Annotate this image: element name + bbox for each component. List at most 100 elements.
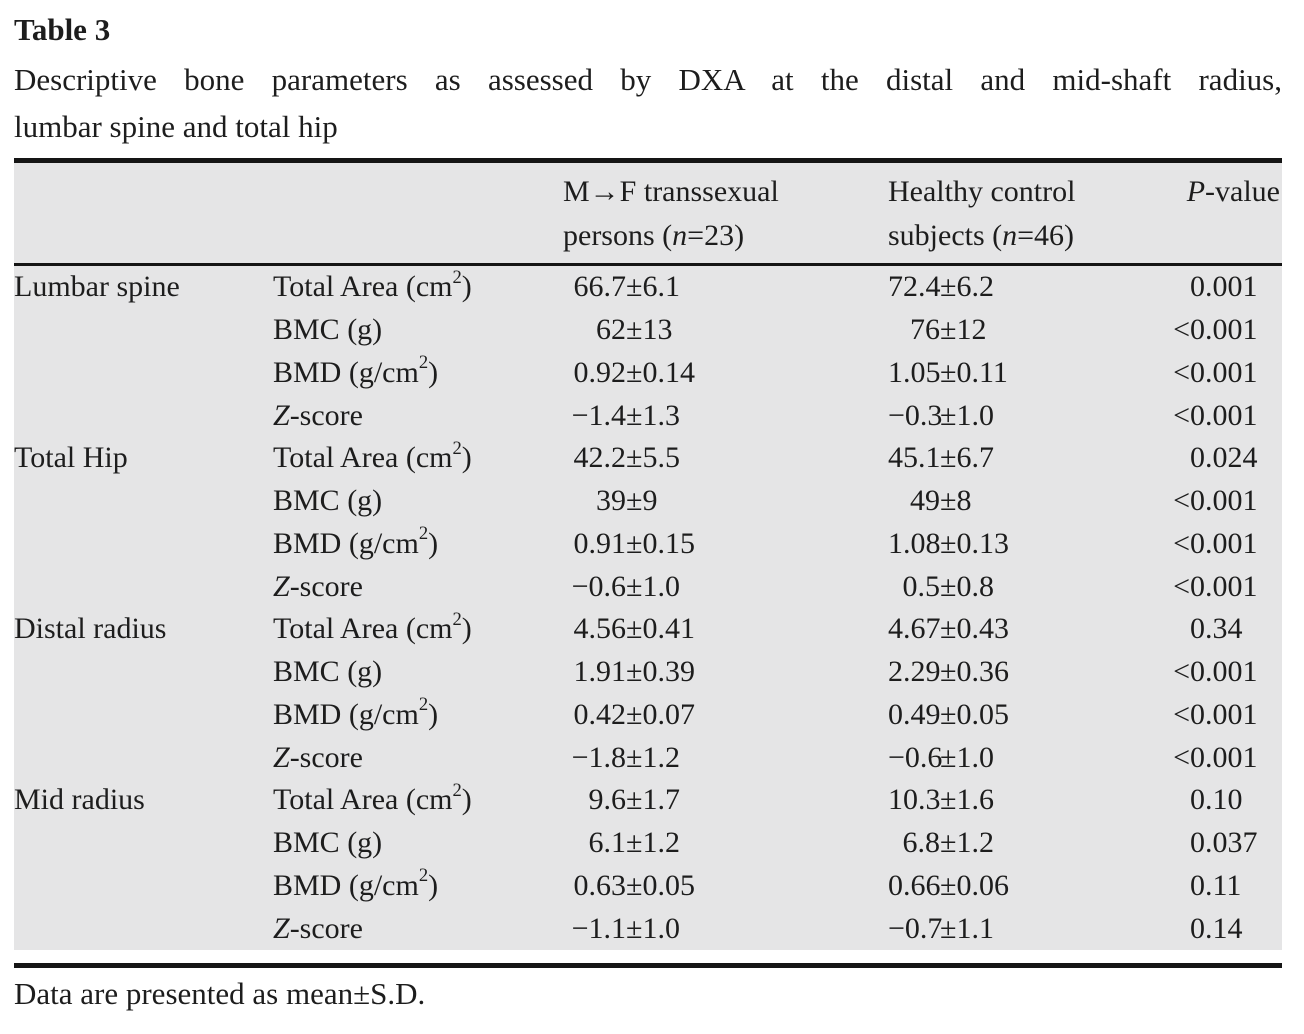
cell-mf-value: −0.6 ±1.0 xyxy=(571,569,680,603)
header-cell-empty-parameter xyxy=(273,163,563,170)
cell-p-value: <0.001 xyxy=(1173,655,1258,689)
header-transsexual-line1: M→F transsexual xyxy=(563,175,779,208)
cell-control-value: −0.7 ±1.1 xyxy=(888,911,994,945)
table-footnote: Data are presented as mean±S.D. xyxy=(14,976,426,1011)
header-cell-transsexual-group: M→F transsexual persons (n=23) xyxy=(563,163,888,258)
cell-p-value: 0.024 xyxy=(1190,441,1258,475)
cell-control-value: 4.67 ±0.43 xyxy=(888,612,1009,646)
row-parameter: Total Area (cm2) xyxy=(273,608,472,646)
table-row: BMC (g) 6.1 ±1.2 6.8 ±1.2 0.037 xyxy=(14,822,1282,865)
table-row: BMC (g) 62 ±13 76 ±12 <0.001 xyxy=(14,309,1282,352)
cell-control-value: −0.6 ±1.0 xyxy=(888,740,994,774)
cell-control-value: 1.05 ±0.11 xyxy=(888,355,1008,389)
table-row: Lumbar spine Total Area (cm2) 66.7 ±6.1 72.4… xyxy=(14,266,1282,309)
row-parameter: Z-score xyxy=(273,398,363,432)
caption-line-1: Descriptive bone parameters as assessed … xyxy=(14,62,1282,97)
row-parameter: BMD (g/cm2) xyxy=(273,523,439,560)
table-row: BMD (g/cm2) 0.42 ±0.07 0.49 ±0.05 <0.001 xyxy=(14,694,1282,737)
cell-p-value: <0.001 xyxy=(1173,355,1258,389)
cell-p-value: <0.001 xyxy=(1173,569,1258,603)
cell-mf-value: 0.42 ±0.07 xyxy=(573,697,695,731)
table-row: BMD (g/cm2) 0.63 ±0.05 0.66 ±0.06 0.11 xyxy=(14,865,1282,908)
cell-control-value: 0.49 ±0.05 xyxy=(888,697,1009,731)
cell-control-value: 0.5 ±0.8 xyxy=(902,569,994,603)
cell-p-value: 0.34 xyxy=(1190,612,1243,646)
cell-p-value: <0.001 xyxy=(1173,484,1258,518)
table-row: Distal radius Total Area (cm2) 4.56 ±0.41 4.… xyxy=(14,608,1282,651)
cell-p-value: 0.001 xyxy=(1190,270,1258,304)
row-group-label: Distal radius xyxy=(14,612,167,646)
header-cell-control-group: Healthy control subjects (n=46) xyxy=(888,163,1170,258)
table-row: BMD (g/cm2) 0.91 ±0.15 1.08 ±0.13 <0.001 xyxy=(14,523,1282,566)
table-bottom-gap xyxy=(14,950,1282,963)
cell-control-value: 0.66 ±0.06 xyxy=(888,868,1009,902)
header-cell-empty-region xyxy=(14,163,273,170)
cell-p-value: <0.001 xyxy=(1173,526,1258,560)
cell-p-value: 0.14 xyxy=(1190,911,1243,945)
table-row: Mid radius Total Area (cm2) 9.6 ±1.7 10.3 ±1.… xyxy=(14,779,1282,822)
cell-mf-value: −1.1 ±1.0 xyxy=(571,911,680,945)
table-bottom-rule xyxy=(14,963,1282,968)
table-title: Table 3 xyxy=(14,12,111,47)
row-parameter: Total Area (cm2) xyxy=(273,779,472,817)
row-parameter: BMC (g) xyxy=(273,826,383,860)
table-top-rule xyxy=(14,158,1282,163)
table-row: Z-score −1.4 ±1.3 −0.3 ±1.0 <0.001 xyxy=(14,394,1282,437)
table-header-rule xyxy=(14,263,1282,266)
table-row: Total Hip Total Area (cm2) 42.2 ±5.5 45.1 ±6.… xyxy=(14,437,1282,480)
row-group-label: Lumbar spine xyxy=(14,270,180,304)
cell-mf-value: −1.8 ±1.2 xyxy=(571,740,680,774)
cell-control-value: 10.3 ±1.6 xyxy=(888,783,994,817)
cell-p-value: <0.001 xyxy=(1173,398,1258,432)
cell-mf-value: 62 ±13 xyxy=(596,313,673,347)
row-parameter: Z-score xyxy=(273,911,363,945)
row-parameter: Z-score xyxy=(273,740,363,774)
row-parameter: BMC (g) xyxy=(273,484,383,518)
row-group-label: Mid radius xyxy=(14,783,145,817)
row-parameter: BMC (g) xyxy=(273,313,383,347)
cell-p-value: <0.001 xyxy=(1173,697,1258,731)
table-header-row: M→F transsexual persons (n=23) Healthy c… xyxy=(14,163,1282,263)
cell-mf-value: −1.4 ±1.3 xyxy=(571,398,680,432)
cell-mf-value: 39 ±9 xyxy=(596,484,658,518)
table-row: Z-score −0.6 ±1.0 0.5 ±0.8 <0.001 xyxy=(14,565,1282,608)
row-parameter: Total Area (cm2) xyxy=(273,266,472,304)
header-transsexual-line2: persons (n=23) xyxy=(563,219,745,252)
cell-mf-value: 66.7 ±6.1 xyxy=(573,270,680,304)
cell-p-value: 0.037 xyxy=(1190,826,1258,860)
header-control-line1: Healthy control xyxy=(888,175,1076,208)
table-caption: Descriptive bone parameters as assessed … xyxy=(14,56,1282,150)
cell-mf-value: 9.6 ±1.7 xyxy=(588,783,680,817)
cell-control-value: 2.29 ±0.36 xyxy=(888,655,1009,689)
cell-mf-value: 0.92 ±0.14 xyxy=(573,355,695,389)
table-row: Z-score −1.1 ±1.0 −0.7 ±1.1 0.14 xyxy=(14,907,1282,950)
row-parameter: Z-score xyxy=(273,569,363,603)
cell-mf-value: 0.91 ±0.15 xyxy=(573,526,695,560)
cell-mf-value: 4.56 ±0.41 xyxy=(573,612,695,646)
data-table: M→F transsexual persons (n=23) Healthy c… xyxy=(14,158,1282,968)
caption-line-2: lumbar spine and total hip xyxy=(14,109,338,144)
row-parameter: BMC (g) xyxy=(273,655,383,689)
row-parameter: Total Area (cm2) xyxy=(273,437,472,475)
cell-control-value: 45.1 ±6.7 xyxy=(888,441,994,475)
cell-p-value: 0.10 xyxy=(1190,783,1243,817)
cell-control-value: 6.8 ±1.2 xyxy=(902,826,994,860)
table-row: BMC (g) 1.91 ±0.39 2.29 ±0.36 <0.001 xyxy=(14,651,1282,694)
table-row: BMC (g) 39 ±9 49 ±8 <0.001 xyxy=(14,480,1282,523)
row-parameter: BMD (g/cm2) xyxy=(273,865,439,902)
table-row: BMD (g/cm2) 0.92 ±0.14 1.05 ±0.11 <0.001 xyxy=(14,352,1282,395)
cell-control-value: 76 ±12 xyxy=(910,313,987,347)
cell-mf-value: 6.1 ±1.2 xyxy=(588,826,680,860)
cell-control-value: −0.3 ±1.0 xyxy=(888,398,994,432)
row-parameter: BMD (g/cm2) xyxy=(273,352,439,389)
row-group-label: Total Hip xyxy=(14,441,128,475)
row-parameter: BMD (g/cm2) xyxy=(273,694,439,731)
cell-p-value: <0.001 xyxy=(1173,740,1258,774)
header-cell-p-value: P-value xyxy=(1186,175,1280,208)
cell-control-value: 1.08 ±0.13 xyxy=(888,526,1009,560)
cell-mf-value: 42.2 ±5.5 xyxy=(573,441,680,475)
cell-mf-value: 0.63 ±0.05 xyxy=(573,868,695,902)
cell-mf-value: 1.91 ±0.39 xyxy=(573,655,695,689)
header-control-line2: subjects (n=46) xyxy=(888,219,1075,252)
cell-control-value: 72.4 ±6.2 xyxy=(888,270,994,304)
